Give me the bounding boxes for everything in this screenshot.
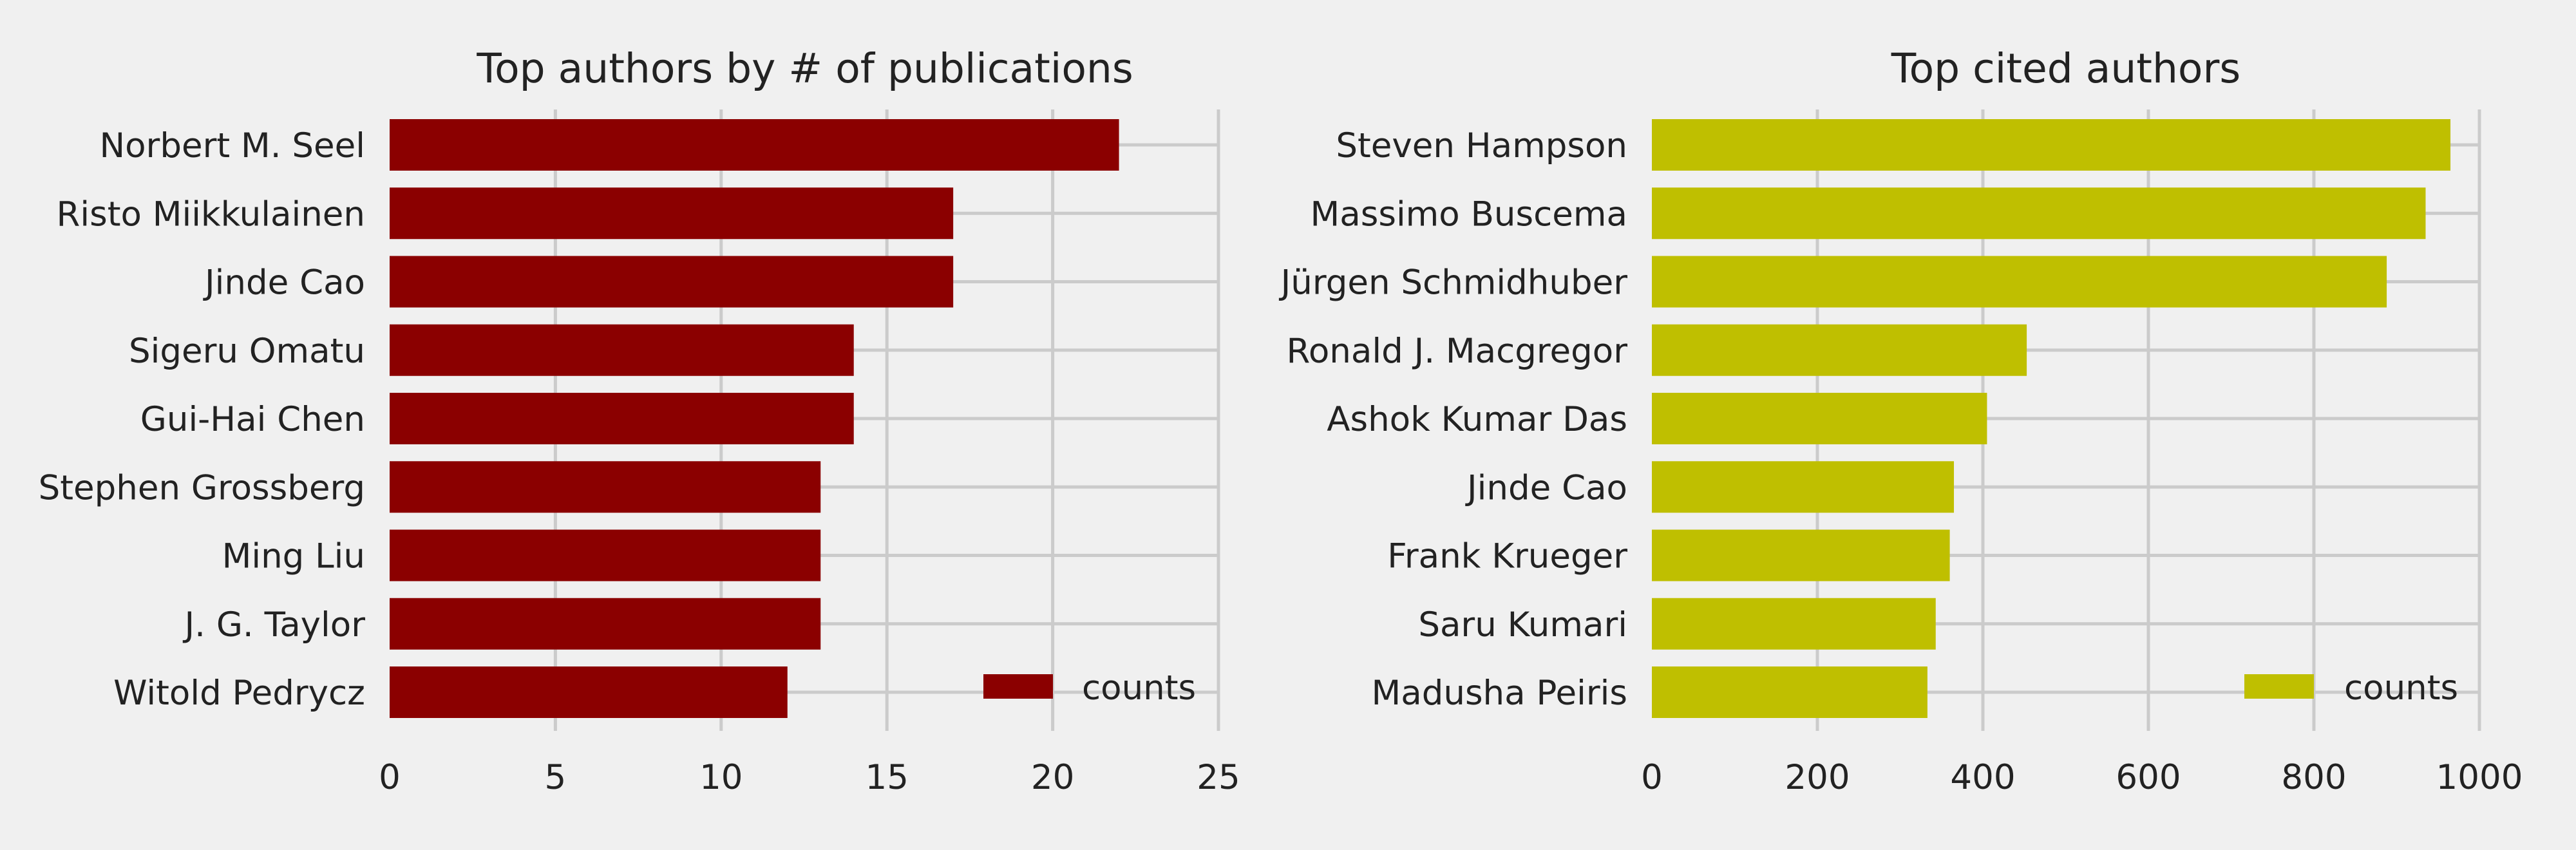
right-x-tick-label: 800 (2281, 758, 2346, 797)
right-category-label: Jinde Cao (1465, 468, 1627, 507)
left-chart-category-labels: Norbert M. Seel Risto Miikkulainen Jinde C… (39, 126, 366, 713)
right-bar (1652, 119, 2451, 171)
left-category-label: Norbert M. Seel (99, 126, 365, 165)
right-x-tick-label: 0 (1641, 758, 1663, 797)
right-legend-label: counts (2344, 668, 2458, 708)
left-x-tick-label: 0 (379, 758, 401, 797)
left-legend-swatch (983, 674, 1053, 699)
right-bar (1652, 666, 1927, 718)
right-x-tick-label: 600 (2116, 758, 2181, 797)
right-category-label: Ashok Kumar Das (1327, 400, 1627, 439)
left-x-tick-label: 5 (545, 758, 567, 797)
left-category-label: J. G. Taylor (183, 605, 366, 645)
left-x-tick-label: 25 (1197, 758, 1240, 797)
left-category-label: Witold Pedrycz (113, 674, 365, 713)
left-x-tick-label: 10 (699, 758, 743, 797)
right-bar (1652, 529, 1950, 581)
right-category-label: Jürgen Schmidhuber (1279, 263, 1628, 303)
right-bar (1652, 461, 1955, 513)
left-bar (390, 187, 954, 240)
right-chart-bars (1652, 119, 2451, 718)
left-category-label: Risto Miikkulainen (57, 194, 365, 234)
left-bar (390, 529, 821, 581)
left-bar (390, 393, 854, 444)
right-category-label: Massimo Buscema (1311, 194, 1627, 234)
left-chart-title: Top authors by # of publications (476, 45, 1133, 92)
right-category-label: Ronald J. Macgregor (1286, 332, 1627, 371)
left-category-label: Gui-Hai Chen (140, 400, 365, 439)
left-bar (390, 461, 821, 513)
left-chart-tick-labels: 0 5 10 15 20 25 (379, 758, 1240, 797)
right-x-tick-label: 200 (1785, 758, 1850, 797)
right-legend-swatch (2244, 674, 2314, 699)
left-legend-label: counts (1082, 668, 1196, 708)
left-bar (390, 119, 1119, 171)
left-chart-legend: counts (983, 668, 1196, 708)
left-bar (390, 666, 788, 718)
right-category-label: Madusha Peiris (1372, 674, 1628, 713)
left-chart: Top authors by # of publications Norbert… (39, 45, 1240, 797)
right-bar (1652, 324, 2027, 376)
right-category-label: Frank Krueger (1387, 537, 1627, 576)
right-chart-category-labels: Steven Hampson Massimo Buscema Jürgen Schm… (1279, 126, 1628, 713)
right-chart-tick-labels: 0 200 400 600 800 1000 (1641, 758, 2523, 797)
right-bar (1652, 256, 2387, 308)
right-bar (1652, 393, 1987, 444)
right-category-label: Steven Hampson (1336, 126, 1627, 165)
right-bar (1652, 187, 2426, 240)
left-category-label: Sigeru Omatu (129, 332, 365, 371)
right-chart-legend: counts (2244, 668, 2458, 708)
right-chart: Top cited authors Steven Hampson Massimo … (1279, 45, 2523, 797)
right-chart-title: Top cited authors (1891, 45, 2240, 92)
left-x-tick-label: 15 (865, 758, 908, 797)
left-category-label: Ming Liu (222, 537, 365, 576)
left-x-tick-label: 20 (1031, 758, 1074, 797)
left-bar (390, 256, 954, 308)
left-bar (390, 324, 854, 376)
left-category-label: Jinde Cao (203, 263, 365, 303)
right-x-tick-label: 400 (1950, 758, 2015, 797)
left-category-label: Stephen Grossberg (39, 468, 365, 507)
right-x-tick-label: 1000 (2436, 758, 2523, 797)
right-category-label: Saru Kumari (1418, 605, 1627, 645)
left-chart-bars (390, 119, 1119, 718)
left-bar (390, 598, 821, 650)
right-bar (1652, 598, 1936, 650)
